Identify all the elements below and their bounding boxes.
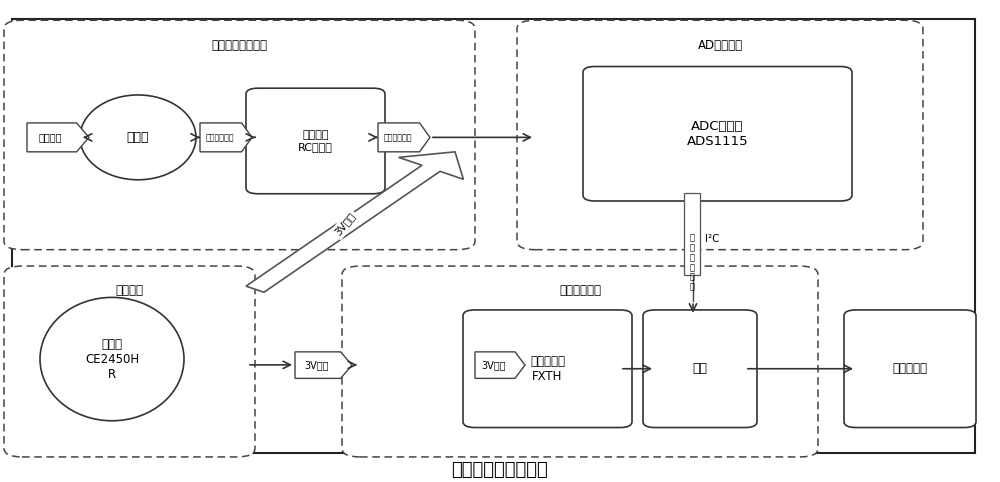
Polygon shape: [200, 123, 252, 152]
FancyBboxPatch shape: [12, 19, 975, 453]
Polygon shape: [378, 123, 430, 152]
FancyBboxPatch shape: [684, 193, 700, 275]
Text: 无线发射模块: 无线发射模块: [559, 284, 601, 297]
Polygon shape: [475, 352, 525, 378]
Text: AD转换模块: AD转换模块: [697, 39, 743, 52]
Text: 数
字
电
压
信
号: 数 字 电 压 信 号: [690, 234, 694, 291]
Text: 热电偶: 热电偶: [127, 131, 149, 144]
FancyBboxPatch shape: [643, 310, 757, 428]
Text: 一阶低通
RC滤波器: 一阶低通 RC滤波器: [298, 130, 333, 152]
Polygon shape: [27, 123, 89, 152]
Text: 电源模块: 电源模块: [116, 284, 144, 297]
FancyBboxPatch shape: [844, 310, 976, 428]
Text: 3V供电: 3V供电: [333, 211, 357, 238]
FancyBboxPatch shape: [246, 88, 385, 194]
Text: 无线测温发射控制器: 无线测温发射控制器: [452, 461, 548, 479]
Text: ADC芯片：
ADS1115: ADC芯片： ADS1115: [687, 120, 748, 148]
FancyBboxPatch shape: [4, 266, 255, 457]
FancyBboxPatch shape: [517, 20, 923, 250]
Text: 电池：
CE2450H
R: 电池： CE2450H R: [85, 337, 139, 381]
Ellipse shape: [80, 95, 196, 180]
Ellipse shape: [40, 297, 184, 421]
FancyBboxPatch shape: [342, 266, 818, 457]
Text: 模拟电压信号: 模拟电压信号: [384, 133, 412, 142]
Text: 3V供电: 3V供电: [304, 360, 329, 370]
FancyBboxPatch shape: [583, 67, 852, 201]
Text: 主控芯片：
FXTH: 主控芯片： FXTH: [530, 355, 565, 383]
Text: 天线: 天线: [693, 362, 708, 375]
Text: 无线接收板: 无线接收板: [893, 362, 928, 375]
Polygon shape: [246, 152, 463, 292]
FancyBboxPatch shape: [463, 310, 632, 428]
FancyBboxPatch shape: [4, 20, 475, 250]
Text: 温度信号采集模块: 温度信号采集模块: [212, 39, 268, 52]
Text: 温度信号: 温度信号: [39, 133, 62, 142]
Text: I²C: I²C: [705, 234, 720, 244]
Polygon shape: [295, 352, 352, 378]
Text: 模拟电压信号: 模拟电压信号: [206, 133, 234, 142]
Text: 3V供电: 3V供电: [482, 360, 506, 370]
